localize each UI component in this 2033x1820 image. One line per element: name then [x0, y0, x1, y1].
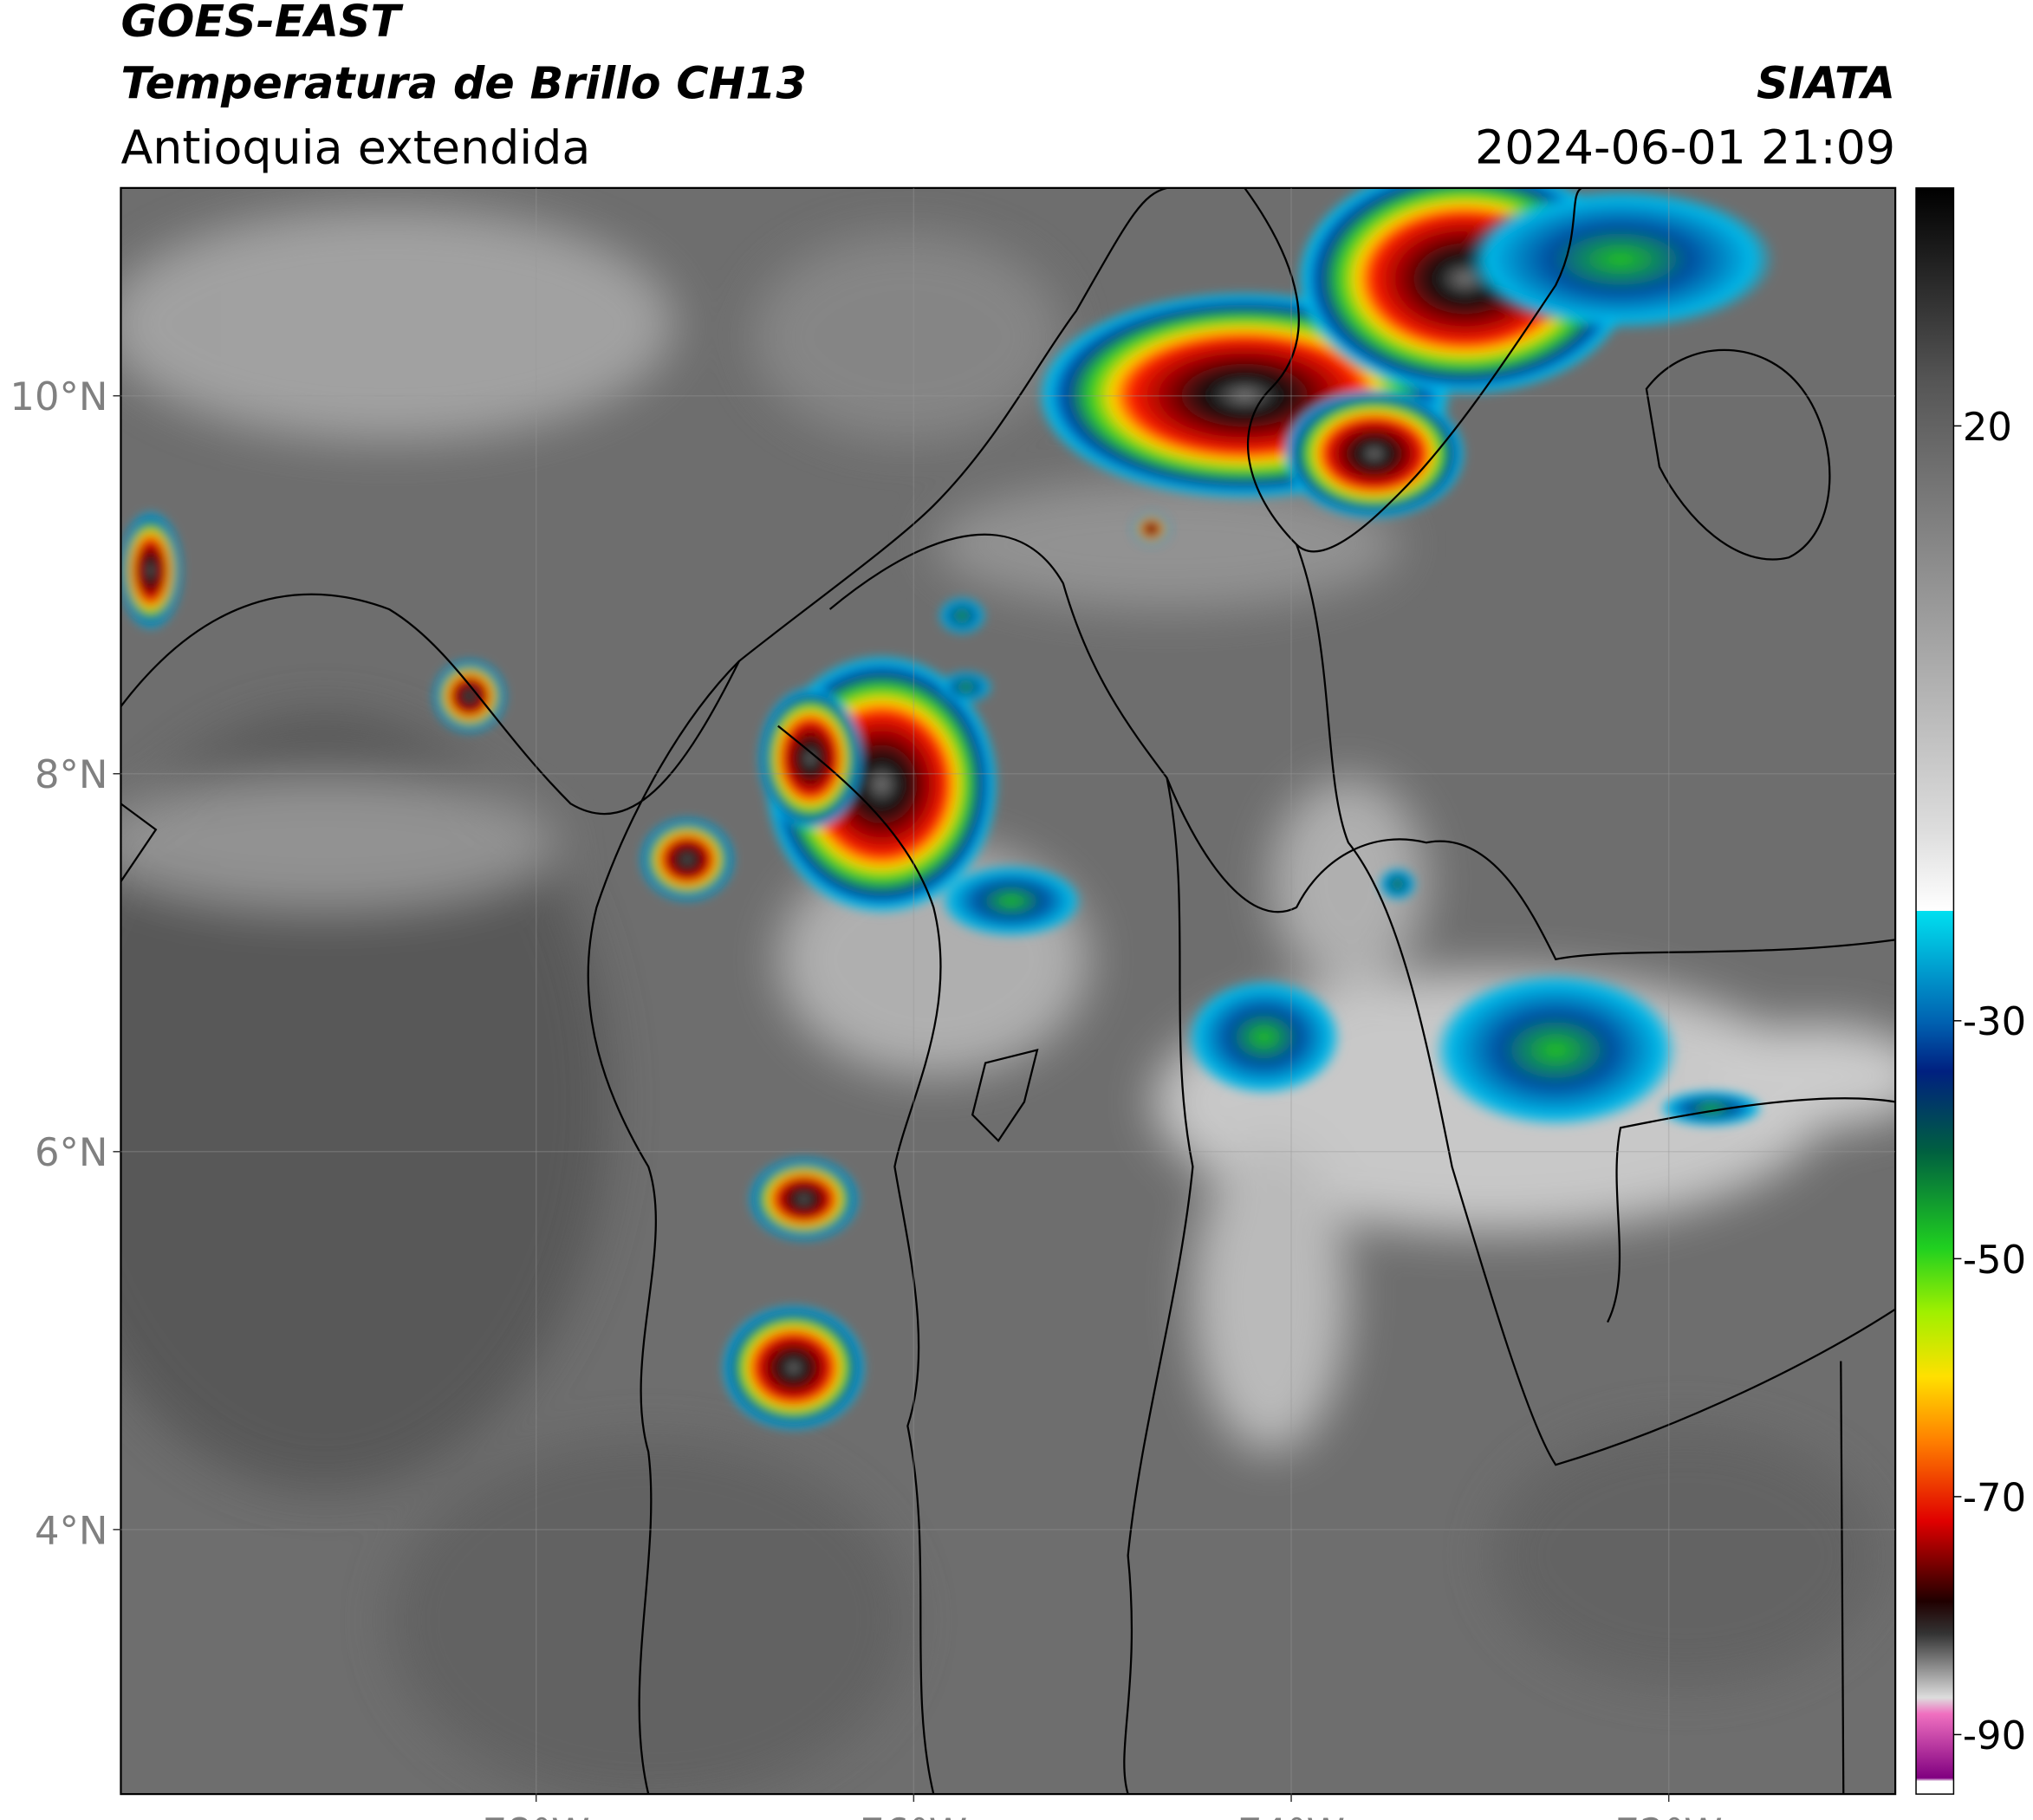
source: SIATA: [1757, 58, 1895, 109]
lon-tick-label: 72°W: [1615, 1810, 1723, 1820]
datetime: 2024-06-01 21:09: [1475, 120, 1895, 174]
graticule: [113, 187, 1896, 1803]
colorbar-tick-label: -50: [1963, 1237, 2026, 1283]
colorbar-tick-label: -90: [1963, 1713, 2026, 1758]
lat-tick-label: 8°N: [35, 751, 108, 797]
satellite: GOES-EAST: [120, 0, 404, 47]
region: Antioquia extendida: [120, 120, 590, 174]
colorbar-tick-label: -30: [1963, 998, 2026, 1044]
map-frame: [120, 186, 1897, 1796]
lat-tick-label: 10°N: [10, 374, 107, 419]
lon-tick-label: 74°W: [1237, 1810, 1345, 1820]
colorbar-tick-label: -70: [1963, 1474, 2026, 1520]
colorbar-tick-label: 20: [1963, 404, 2012, 450]
product: Temperatura de Brillo CH13: [120, 58, 806, 109]
satellite-image: [120, 187, 1896, 1795]
lon-tick-label: 78°W: [483, 1810, 590, 1820]
lon-tick-label: 76°W: [860, 1810, 967, 1820]
colorbar: [1915, 187, 1955, 1795]
lat-tick-label: 6°N: [35, 1129, 108, 1175]
lat-tick-label: 4°N: [35, 1507, 108, 1553]
